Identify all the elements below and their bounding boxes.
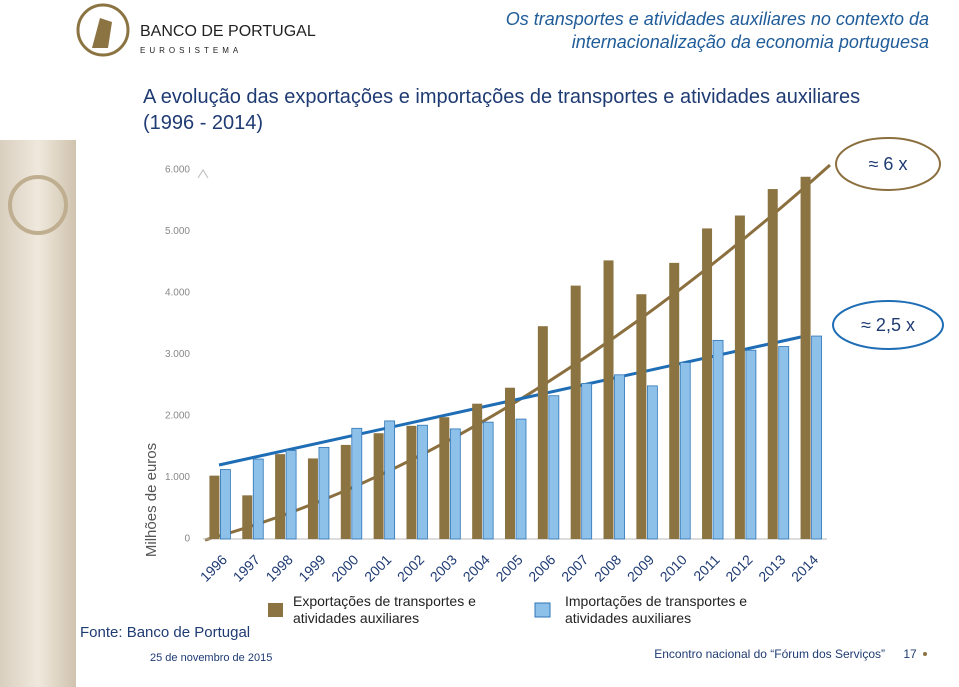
annotation: ≈ 6 x [869,154,908,174]
bar [275,454,286,539]
bar [252,458,264,540]
bar [712,339,724,540]
logo-name: BANCO DE PORTUGAL [140,23,316,40]
bar [570,285,581,539]
bar [285,450,297,540]
y-axis-label: Milhões de euros [143,443,160,557]
annotation-bubble [835,137,941,191]
x-tick-label: 2013 [755,551,788,584]
bar [242,495,253,539]
y-tick-label: 6.000 [165,165,190,176]
bar [537,326,548,539]
bar [515,418,527,540]
event: Encontro nacional do “Fórum dos Serviços… [654,647,885,661]
x-tick-label: 1998 [263,551,296,584]
x-tick-label: 1999 [295,551,328,584]
logo-sub: EUROSISTEMA [140,46,242,55]
y-tick-label: 2.000 [165,411,190,422]
bar [702,228,713,540]
bar [767,189,778,539]
bar [417,424,428,540]
header-title: Os transportes e atividades auxiliares n… [505,9,929,52]
page-number: 17 [903,647,917,661]
bar [340,444,351,539]
y-tick-label: 0 [184,534,190,545]
bar [800,176,811,539]
legend-label: Exportações de transportes e atividades … [293,593,476,626]
bar [603,260,614,539]
x-tick-label: 2014 [788,551,821,584]
bar [745,349,757,540]
bar [406,425,417,539]
y-tick-label: 4.000 [165,288,190,299]
x-tick-label: 2008 [591,551,624,584]
legend-swatch [534,602,551,618]
bar [351,427,363,540]
x-tick-label: 2007 [558,551,591,584]
bar [482,421,494,540]
bar [472,403,483,539]
bar [669,262,680,539]
annotation: ≈ 2,5 x [861,315,915,335]
bar [679,362,691,540]
bar [778,346,790,540]
x-tick-label: 2011 [690,551,723,584]
x-tick-label: 2006 [525,551,558,584]
logo-figure [92,18,112,48]
annotation-bubble [832,300,944,350]
bar [220,469,231,540]
chart-title: A evolução das exportações e importações… [143,86,861,134]
decor-pillar [0,140,76,687]
bar [636,294,647,539]
bar [646,385,658,540]
bullet [923,652,927,656]
x-tick-label: 2000 [328,551,361,584]
x-tick-label: 2012 [722,551,755,584]
x-tick-label: 2001 [361,551,394,584]
x-tick-label: 2002 [394,551,427,584]
x-tick-label: 1997 [230,551,263,584]
axis-arrow [197,169,209,179]
y-tick-label: 3.000 [165,349,190,360]
legend-swatch [268,603,283,617]
bar [734,215,745,539]
bar [373,433,384,539]
x-tick-label: 2009 [624,551,657,584]
bar [548,395,560,540]
bar [384,420,396,540]
source: Fonte: Banco de Portugal [80,624,250,641]
date: 25 de novembro de 2015 [150,652,272,664]
bar [581,383,593,540]
bar [209,475,220,539]
y-tick-label: 5.000 [165,226,190,237]
bar [449,428,461,540]
bar [318,446,330,540]
x-tick-label: 2004 [460,551,493,584]
bar [614,374,625,540]
bar [307,458,318,539]
x-tick-label: 2010 [657,551,690,584]
legend-label: Importações de transportes e atividades … [565,593,748,626]
bar [811,335,822,540]
x-tick-label: 2005 [492,551,525,584]
x-tick-label: 2003 [427,551,460,584]
decor-rosette [8,175,68,235]
bar [505,387,515,539]
bar [439,417,450,539]
y-tick-label: 1.000 [165,472,190,483]
x-tick-label: 1996 [197,551,230,584]
